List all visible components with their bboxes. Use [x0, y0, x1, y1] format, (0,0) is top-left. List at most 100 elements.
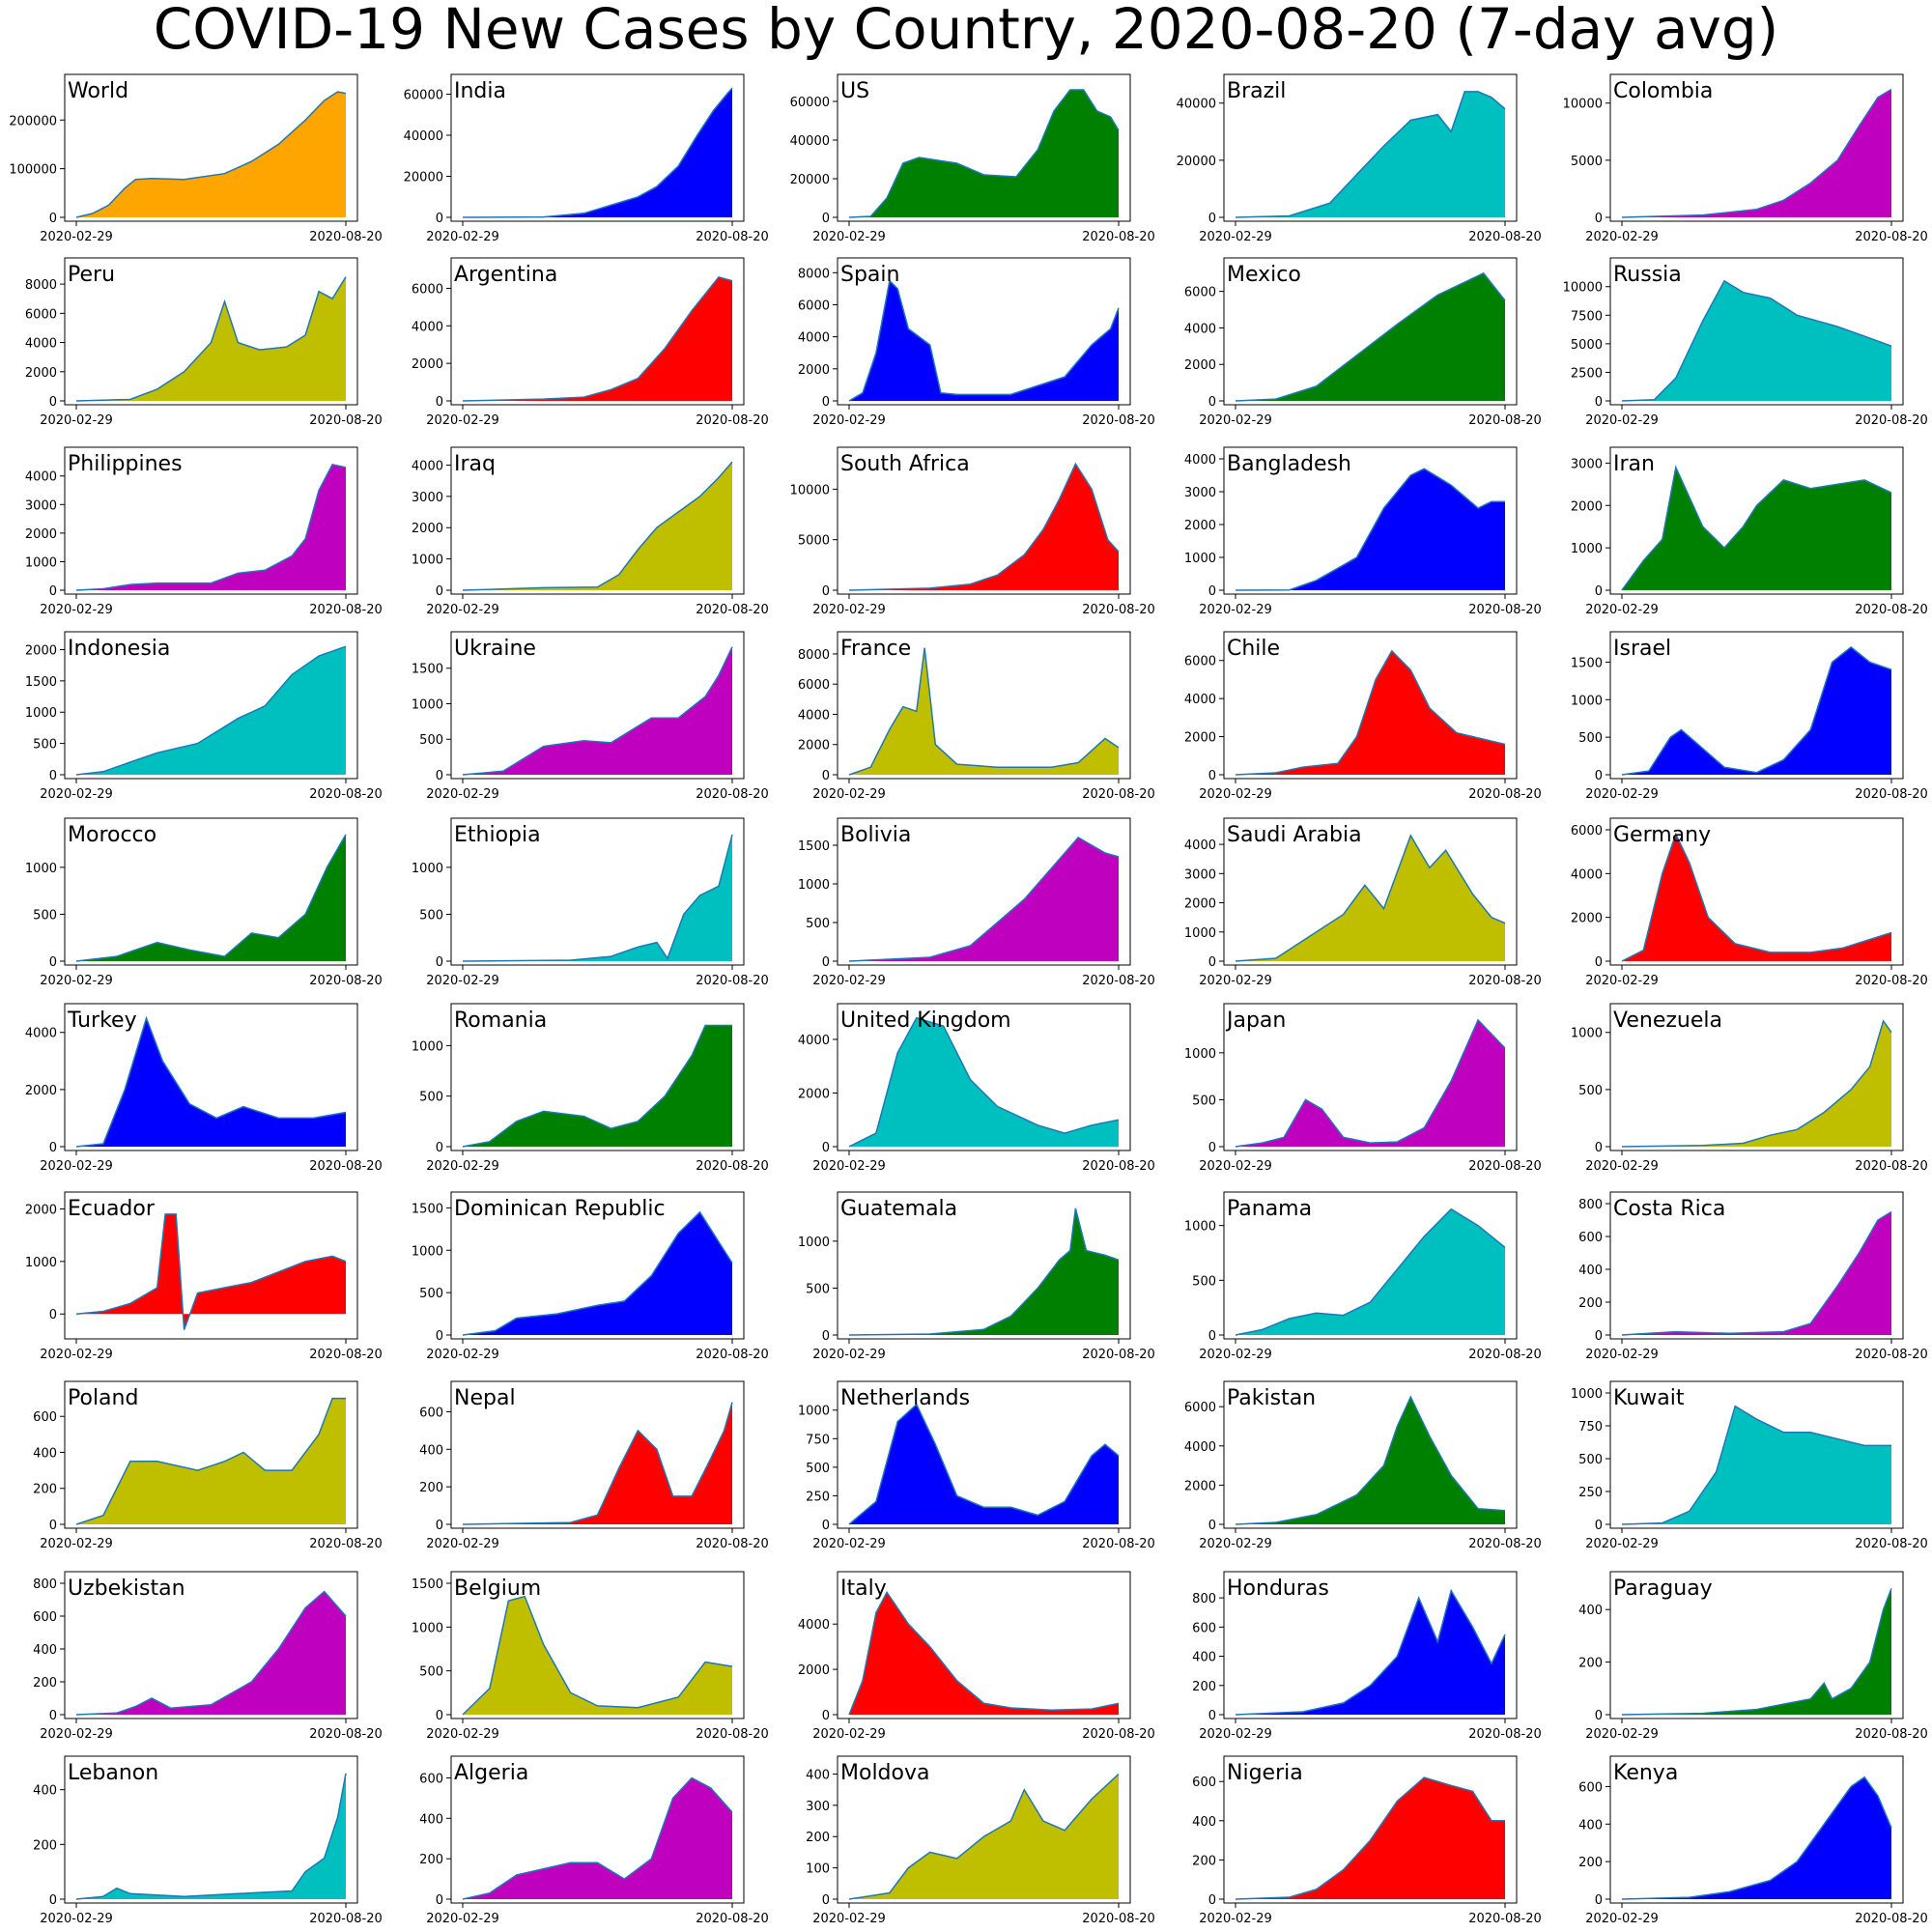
panel-panama: 0 500 1000 2020-02-29 2020-08-20 Panama [1184, 1191, 1542, 1362]
line-world [75, 91, 347, 218]
ytick-label-philippines: 1000 [25, 555, 57, 570]
xtick-label-brazil: 2020-08-20 [1468, 230, 1542, 244]
line-peru [75, 276, 347, 402]
area-nigeria [1236, 1777, 1505, 1899]
ytick-label-kenya: 200 [1578, 1856, 1603, 1870]
ytick-label-guatemala: 1000 [798, 1236, 830, 1250]
xtick-label-mexico: 2020-08-20 [1468, 413, 1542, 428]
xtick-label-uzbekistan: 2020-08-20 [309, 1727, 383, 1742]
ytick-label-indonesia: 1000 [25, 706, 57, 721]
area-us [849, 90, 1119, 217]
ytick-label-belgium: 1000 [412, 1621, 443, 1635]
ytick-label-philippines: 0 [49, 584, 57, 599]
xtick-label-argentina: 2020-08-20 [696, 413, 769, 428]
ytick-label-iraq: 0 [436, 584, 443, 599]
ytick-label-iran: 1000 [1571, 542, 1603, 556]
ytick-label-algeria: 400 [419, 1812, 443, 1827]
xtick-label-panama: 2020-08-20 [1468, 1348, 1542, 1362]
ytick-label-algeria: 600 [419, 1772, 443, 1786]
ytick-label-nigeria: 400 [1192, 1815, 1216, 1830]
xtick-label-paraguay: 2020-02-29 [1585, 1727, 1659, 1742]
ytick-label-honduras: 800 [1192, 1592, 1216, 1606]
xtick-label-lebanon: 2020-08-20 [309, 1912, 383, 1926]
ytick-label-poland: 200 [33, 1483, 57, 1497]
xtick-label-south-africa: 2020-08-20 [1082, 603, 1155, 617]
ytick-label-kuwait: 250 [1578, 1486, 1603, 1500]
panel-title-india: India [454, 79, 506, 103]
line-italy [848, 1590, 1120, 1716]
ytick-label-philippines: 4000 [25, 470, 57, 485]
xtick-label-japan: 2020-08-20 [1468, 1159, 1542, 1174]
panel-title-panama: Panama [1227, 1197, 1312, 1221]
ytick-label-italy: 2000 [798, 1663, 830, 1678]
xtick-label-venezuela: 2020-08-20 [1855, 1159, 1928, 1174]
xtick-label-venezuela: 2020-02-29 [1585, 1159, 1659, 1174]
ytick-label-italy: 4000 [798, 1618, 830, 1633]
ytick-label-belgium: 500 [419, 1665, 443, 1680]
ytick-label-lebanon: 0 [49, 1893, 57, 1908]
area-mexico [1236, 272, 1505, 401]
ytick-label-dominican-republic: 0 [436, 1329, 443, 1344]
ytick-label-world: 100000 [9, 163, 57, 178]
panel-title-france: France [840, 637, 911, 661]
panel-bangladesh: 0 1000 2000 3000 4000 2020-02-29 2020-08-20 Ban… [1184, 446, 1542, 617]
ytick-label-germany: 2000 [1571, 912, 1603, 926]
line-argentina [462, 275, 733, 402]
xtick-label-peru: 2020-08-20 [309, 413, 383, 428]
ytick-label-peru: 4000 [25, 337, 57, 352]
ytick-label-indonesia: 2000 [25, 643, 57, 658]
line-poland [75, 1397, 346, 1525]
area-costa-rica [1622, 1211, 1891, 1335]
line-france [848, 647, 1120, 776]
panel-venezuela: 0 500 1000 2020-02-29 2020-08-20 Venezuela [1571, 1003, 1928, 1174]
line-netherlands [848, 1403, 1120, 1525]
panel-france: 0 2000 4000 6000 8000 2020-02-29 2020-08-20 Fra… [798, 631, 1155, 802]
ytick-label-indonesia: 500 [33, 738, 57, 753]
ytick-label-russia: 10000 [1563, 281, 1603, 296]
line-ecuador [75, 1213, 347, 1330]
xtick-label-kenya: 2020-08-20 [1855, 1912, 1928, 1926]
xtick-label-italy: 2020-08-20 [1082, 1727, 1155, 1742]
xtick-label-russia: 2020-08-20 [1855, 413, 1928, 428]
frame-ukraine [450, 631, 745, 780]
panel-title-us: US [840, 79, 869, 103]
panel-chile: 0 2000 4000 6000 2020-02-29 2020-08-20 Chile [1184, 631, 1542, 802]
line-spain [848, 279, 1120, 402]
ytick-label-nepal: 600 [419, 1406, 443, 1420]
xtick-label-peru: 2020-02-29 [40, 413, 113, 428]
panel-title-iraq: Iraq [454, 452, 496, 476]
xtick-label-pakistan: 2020-02-29 [1199, 1537, 1272, 1551]
ytick-label-us: 20000 [790, 173, 830, 187]
area-argentina [463, 276, 732, 401]
ytick-label-bangladesh: 4000 [1184, 453, 1216, 468]
panel-title-ethiopia: Ethiopia [454, 823, 541, 847]
frame-uzbekistan [64, 1571, 358, 1719]
panel-spain: 0 2000 4000 6000 8000 2020-02-29 2020-08-20 Spa… [798, 257, 1155, 428]
xtick-label-honduras: 2020-08-20 [1468, 1727, 1542, 1742]
ytick-label-pakistan: 0 [1208, 1519, 1216, 1533]
panel-belgium: 0 500 1000 1500 2020-02-29 2020-08-20 Belgium [412, 1571, 769, 1742]
frame-turkey [64, 1003, 358, 1151]
xtick-label-philippines: 2020-08-20 [309, 603, 383, 617]
ytick-label-costa-rica: 0 [1595, 1329, 1603, 1344]
panel-paraguay: 0 200 400 2020-02-29 2020-08-20 Paraguay [1578, 1571, 1928, 1742]
xtick-label-germany: 2020-02-29 [1585, 974, 1659, 988]
panel-kuwait: 0 250 500 750 1000 2020-02-29 2020-08-20 Kuwait [1571, 1380, 1928, 1551]
panel-title-algeria: Algeria [454, 1761, 528, 1785]
frame-moldova [837, 1755, 1131, 1904]
ytick-label-peru: 6000 [25, 307, 57, 322]
xtick-label-ukraine: 2020-02-29 [426, 787, 499, 802]
ytick-label-mexico: 6000 [1184, 286, 1216, 300]
ytick-label-iran: 0 [1595, 584, 1603, 599]
panel-title-japan: Japan [1225, 1009, 1286, 1033]
ytick-label-poland: 0 [49, 1519, 57, 1533]
line-paraguay [1621, 1588, 1892, 1716]
panel-pakistan: 0 2000 4000 6000 2020-02-29 2020-08-20 Pakista… [1184, 1380, 1542, 1551]
ytick-label-kenya: 0 [1595, 1893, 1603, 1908]
xtick-label-colombia: 2020-08-20 [1855, 230, 1928, 244]
ytick-label-costa-rica: 600 [1578, 1231, 1603, 1245]
ytick-label-nepal: 200 [419, 1481, 443, 1495]
xtick-label-ecuador: 2020-08-20 [309, 1348, 383, 1362]
ytick-label-paraguay: 0 [1595, 1709, 1603, 1723]
xtick-label-dominican-republic: 2020-08-20 [696, 1348, 769, 1362]
